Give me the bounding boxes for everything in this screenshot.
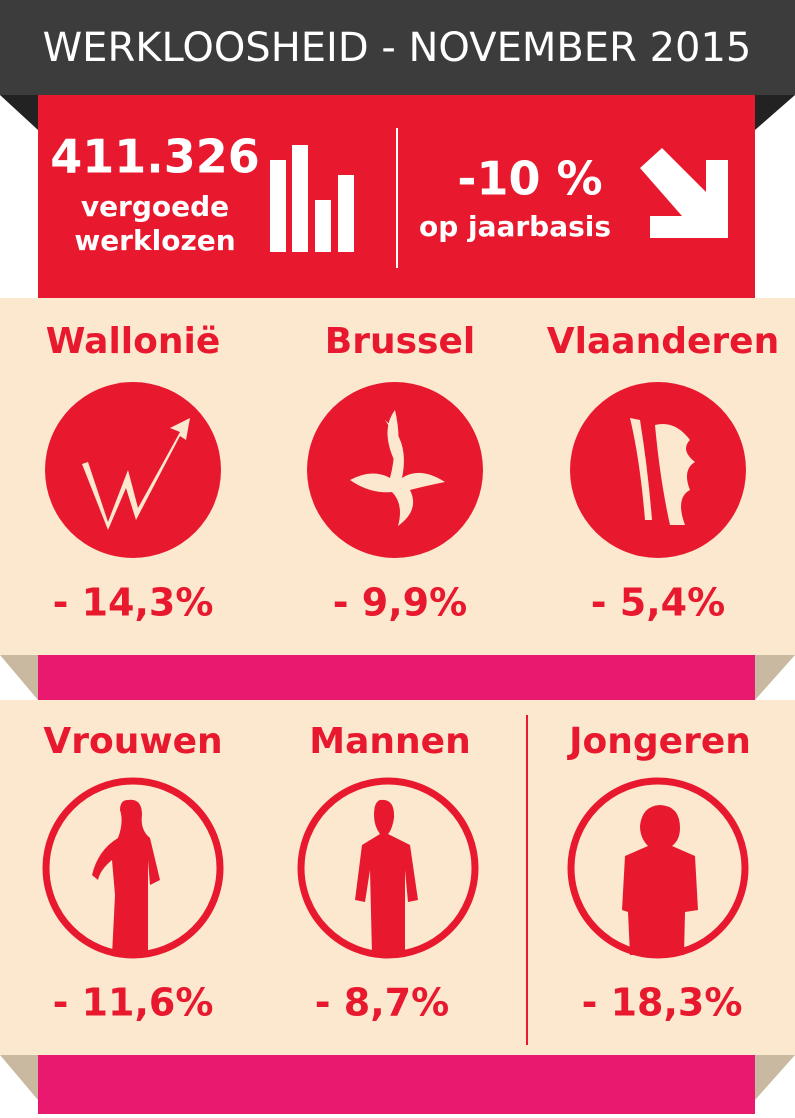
youth-icon xyxy=(622,805,698,955)
group-name: Mannen xyxy=(309,721,470,762)
group-change: - 8,7% xyxy=(315,981,449,1025)
region-name: Brussel xyxy=(325,321,475,362)
group-change: - 18,3% xyxy=(582,981,743,1025)
arrow-icon xyxy=(640,148,728,238)
flanders-icon xyxy=(630,418,695,525)
woman-icon xyxy=(92,799,160,955)
fold xyxy=(755,95,795,130)
change-label: op jaarbasis xyxy=(419,210,611,243)
fold xyxy=(0,95,38,130)
group-name: Jongeren xyxy=(566,721,751,762)
fold xyxy=(755,655,795,700)
region-circle xyxy=(570,382,746,558)
total: 411.326 xyxy=(50,130,260,184)
header-band xyxy=(0,0,795,95)
change: -10 % xyxy=(457,152,602,206)
region-name: Wallonië xyxy=(46,321,221,362)
region-change: - 5,4% xyxy=(591,581,725,625)
region-change: - 14,3% xyxy=(53,581,214,625)
group-change: - 11,6% xyxy=(53,981,214,1025)
bar-icon xyxy=(270,145,354,252)
region-name: Vlaanderen xyxy=(547,321,779,362)
header-title: WERKLOOSHEID - NOVEMBER 2015 xyxy=(43,25,752,71)
pink-band xyxy=(38,1055,755,1114)
fold xyxy=(755,1055,795,1100)
man-icon xyxy=(355,799,418,955)
fold xyxy=(0,655,38,700)
wallonia-icon xyxy=(82,418,190,530)
total-label: vergoede xyxy=(81,190,229,223)
brussels-icon xyxy=(350,410,445,526)
region-circle xyxy=(45,382,221,558)
group-name: Vrouwen xyxy=(43,721,222,762)
total-label: werklozen xyxy=(74,224,235,257)
pink-band xyxy=(38,655,755,700)
region-change: - 9,9% xyxy=(333,581,467,625)
fold xyxy=(0,1055,38,1100)
